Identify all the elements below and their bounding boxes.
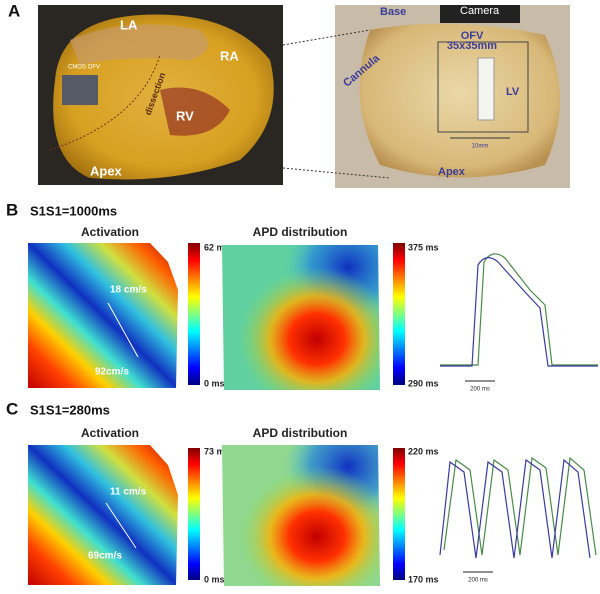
colorbar <box>188 448 200 580</box>
photo-label: LA <box>120 17 138 32</box>
velocity-arrow <box>105 502 137 549</box>
velocity-arrow <box>107 302 139 358</box>
activation-map <box>28 445 178 585</box>
photo-label: Base <box>380 6 406 18</box>
trace <box>443 456 597 556</box>
rv-region <box>160 87 230 136</box>
heart-photo <box>359 23 560 178</box>
colorbar <box>188 243 200 385</box>
photo-label: Camera <box>460 5 500 17</box>
photo-label: 10mm <box>472 144 489 150</box>
colorbar-label: 290 ms <box>408 378 439 388</box>
photo-label: 35x35mm <box>447 40 497 52</box>
photo-label: Apex <box>90 163 123 178</box>
condition: S1S1=1000ms <box>30 203 117 218</box>
colorbar <box>393 448 405 580</box>
colorbar-label: 73 ms <box>204 446 230 456</box>
velocity-label: 69cm/s <box>88 551 122 562</box>
map-title: APD distribution <box>253 426 348 440</box>
colorbar-label: 375 ms <box>408 242 439 252</box>
apd-map-high <box>222 445 380 586</box>
time-scale-label: 200 ms <box>470 387 490 393</box>
panel-label: C <box>6 399 18 418</box>
connector <box>282 29 391 179</box>
map-title: Activation <box>81 426 139 440</box>
velocity-label: 18 cm/s <box>110 285 147 296</box>
ruler <box>477 57 495 121</box>
colorbar-label: 62 ms <box>204 242 230 252</box>
photo-label: RA <box>220 48 239 63</box>
cmos-sensor <box>62 75 98 105</box>
velocity-label: 92cm/s <box>95 367 129 378</box>
map-title: APD distribution <box>253 225 348 239</box>
velocity-label: 11 cm/s <box>110 487 147 498</box>
trace <box>440 253 598 366</box>
trace <box>439 458 591 559</box>
trace <box>440 257 598 367</box>
map-title: Activation <box>81 225 139 239</box>
apd-map-high <box>222 245 380 390</box>
photo-label: CMOS OFV <box>68 65 100 71</box>
photo-label: LV <box>506 86 520 98</box>
colorbar-label: 0 ms <box>204 574 225 584</box>
ofv-box <box>437 41 529 133</box>
photo-label: Apex <box>438 166 466 178</box>
colorbar-label: 0 ms <box>204 378 225 388</box>
photo-label: OFV <box>461 30 484 42</box>
activation-map <box>28 243 178 388</box>
panel-label: A <box>8 1 20 20</box>
colorbar <box>393 243 405 385</box>
time-scale-label: 200 ms <box>468 578 488 584</box>
colorbar-label: 170 ms <box>408 574 439 584</box>
camera <box>440 5 520 23</box>
condition: S1S1=280ms <box>30 402 110 417</box>
colorbar-label: 220 ms <box>408 446 439 456</box>
panel-label: B <box>6 200 18 219</box>
dissection-line <box>49 54 161 151</box>
atria <box>70 24 208 65</box>
photo-label: RV <box>176 108 194 123</box>
